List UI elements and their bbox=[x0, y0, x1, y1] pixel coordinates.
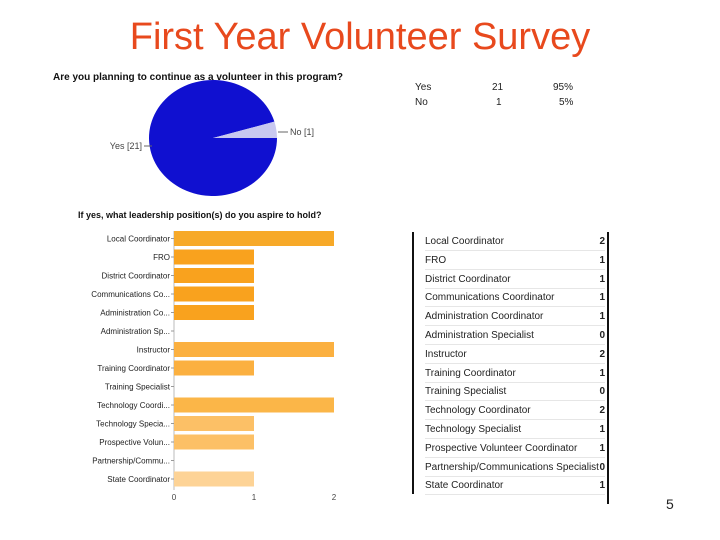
bar-category-label: Communications Co... bbox=[91, 290, 170, 299]
bar bbox=[174, 360, 254, 376]
bar-category-label: Training Specialist bbox=[105, 383, 171, 392]
bar-category-label: Technology Specia... bbox=[96, 420, 170, 429]
position-row: Administration Coordinator 1 bbox=[425, 307, 605, 327]
position-row: Training Coordinator 1 bbox=[425, 364, 605, 383]
pie-summary-label: No bbox=[415, 97, 428, 108]
pie-summary-label: Yes bbox=[415, 82, 432, 93]
bar-category-label: District Coordinator bbox=[102, 272, 171, 281]
position-row: Technology Coordinator 2 bbox=[425, 401, 605, 421]
bar-x-tick-label: 1 bbox=[252, 493, 257, 502]
position-row: FRO 1 bbox=[425, 251, 605, 270]
bar-chart-title: If yes, what leadership position(s) do y… bbox=[78, 210, 322, 220]
bar-category-label: FRO bbox=[153, 253, 170, 262]
bar bbox=[174, 416, 254, 431]
bar-chart: Local Coordinator FRO District Coordinator… bbox=[60, 225, 360, 510]
position-count: 1 bbox=[599, 254, 605, 266]
bar-x-tick-label: 2 bbox=[332, 493, 337, 502]
position-name: State Coordinator bbox=[425, 480, 504, 492]
position-count: 2 bbox=[599, 348, 605, 360]
position-name: Administration Specialist bbox=[425, 330, 534, 341]
bar bbox=[174, 397, 334, 413]
bar-category-label: Administration Co... bbox=[100, 309, 170, 318]
position-name: Communications Coordinator bbox=[425, 292, 555, 304]
bar bbox=[174, 305, 254, 320]
bar bbox=[174, 471, 254, 487]
position-name: Instructor bbox=[425, 348, 467, 360]
bar bbox=[174, 286, 254, 302]
bar bbox=[174, 434, 254, 450]
table-frame-right bbox=[607, 232, 609, 504]
bar bbox=[174, 268, 254, 283]
slide-title: First Year Volunteer Survey bbox=[129, 16, 591, 58]
position-summary-table: Local Coordinator 2 FRO 1 District Coordinat… bbox=[410, 232, 610, 504]
position-count: 1 bbox=[599, 442, 605, 454]
position-count: 0 bbox=[599, 461, 605, 473]
position-row: Partnership/Communications Specialist 0 bbox=[425, 458, 605, 477]
pie-summary-percent: 5% bbox=[559, 97, 574, 108]
position-count: 1 bbox=[599, 480, 605, 492]
pie-chart-title: Are you planning to continue as a volunt… bbox=[53, 72, 344, 83]
bar-category-label: State Coordinator bbox=[107, 475, 170, 484]
pie-label-no: No [1] bbox=[290, 127, 314, 137]
position-name: Training Specialist bbox=[425, 386, 507, 398]
bar bbox=[174, 249, 254, 265]
pie-label-yes: Yes [21] bbox=[110, 141, 142, 151]
bar-category-label: Technology Coordi... bbox=[97, 401, 170, 410]
position-count: 1 bbox=[599, 273, 605, 285]
position-row: Communications Coordinator 1 bbox=[425, 288, 605, 308]
bar-category-label: Instructor bbox=[137, 346, 171, 355]
pie-summary-row-yes: Yes 21 95% bbox=[410, 82, 585, 97]
bar-chart-svg: Local Coordinator FRO District Coordinator… bbox=[91, 231, 337, 502]
bar-x-tick-label: 0 bbox=[172, 493, 177, 502]
position-name: FRO bbox=[425, 254, 447, 266]
pie-chart-svg: No [1] Yes [21] bbox=[110, 80, 314, 196]
position-row: Technology Specialist 1 bbox=[425, 420, 605, 439]
position-count: 2 bbox=[599, 236, 605, 247]
position-name: Technology Specialist bbox=[425, 424, 522, 435]
bar-category-label: Local Coordinator bbox=[107, 235, 170, 244]
pie-slice-no bbox=[213, 121, 277, 138]
bar bbox=[174, 342, 334, 357]
position-count: 1 bbox=[599, 424, 605, 435]
position-row: Prospective Volunteer Coordinator 1 bbox=[425, 439, 605, 458]
pie-summary-percent: 95% bbox=[553, 82, 574, 93]
pie-summary-row-no: No 1 5% bbox=[410, 97, 585, 112]
position-count: 1 bbox=[599, 367, 605, 379]
position-row: Local Coordinator 2 bbox=[425, 232, 605, 251]
table-frame-left bbox=[412, 232, 414, 494]
position-count: 0 bbox=[599, 386, 605, 398]
position-count: 1 bbox=[599, 292, 605, 304]
bar-category-label: Partnership/Commu... bbox=[92, 457, 170, 466]
position-count: 1 bbox=[599, 311, 605, 323]
bar bbox=[174, 231, 334, 246]
pie-chart: No [1] Yes [21] bbox=[90, 80, 350, 200]
position-name: Technology Coordinator bbox=[425, 405, 531, 417]
page-number: 5 bbox=[666, 496, 674, 512]
position-row: District Coordinator 1 bbox=[425, 270, 605, 289]
position-name: Administration Coordinator bbox=[425, 311, 544, 323]
position-count: 0 bbox=[599, 330, 605, 341]
position-row: State Coordinator 1 bbox=[425, 476, 605, 496]
position-name: Prospective Volunteer Coordinator bbox=[425, 442, 578, 454]
pie-summary-table: Yes 21 95% No 1 5% bbox=[410, 82, 585, 112]
bar-category-label: Prospective Volun... bbox=[99, 438, 170, 447]
position-name: District Coordinator bbox=[425, 273, 511, 285]
bar-category-label: Training Coordinator bbox=[97, 364, 170, 373]
pie-summary-count: 21 bbox=[492, 82, 504, 93]
position-name: Local Coordinator bbox=[425, 236, 504, 247]
pie-slice-yes bbox=[149, 80, 277, 196]
position-row: Administration Specialist 0 bbox=[425, 326, 605, 345]
position-name: Training Coordinator bbox=[425, 367, 516, 379]
position-name: Partnership/Communications Specialist bbox=[425, 461, 599, 473]
position-row: Instructor 2 bbox=[425, 345, 605, 364]
pie-summary-count: 1 bbox=[496, 97, 502, 108]
position-row: Training Specialist 0 bbox=[425, 382, 605, 402]
position-count: 2 bbox=[599, 405, 605, 417]
bar-category-label: Administration Sp... bbox=[101, 327, 170, 336]
